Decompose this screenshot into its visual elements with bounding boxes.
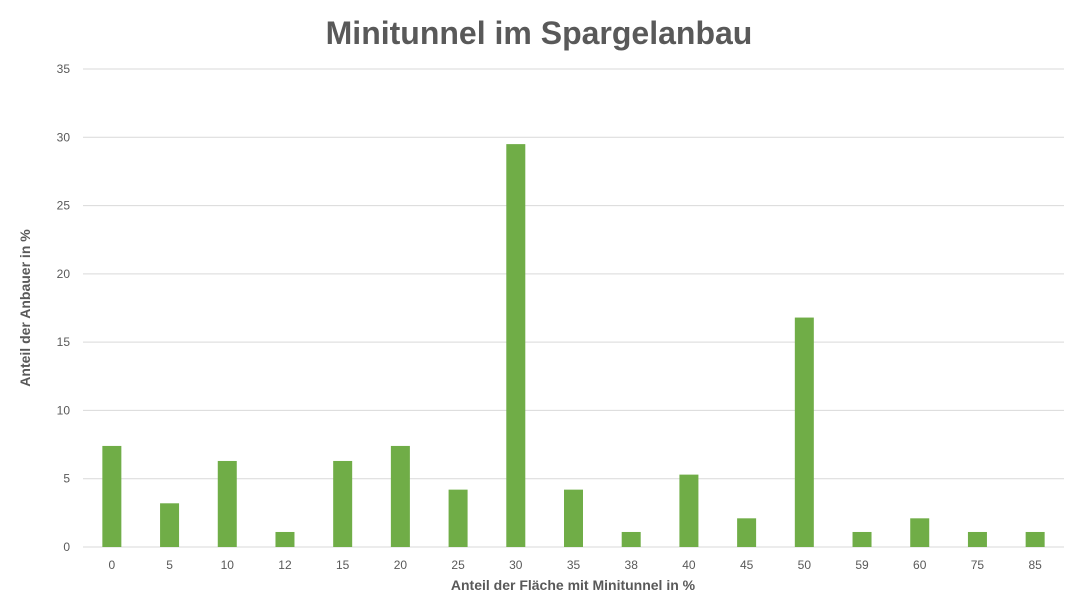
bars	[102, 144, 1045, 547]
chart-title: Minitunnel im Spargelanbau	[326, 15, 753, 51]
x-axis-ticks: 0 5 10 12 15 20 25 30 35 38 40 45 50 59 60 75 85	[109, 558, 1043, 572]
x-tick-label: 75	[971, 558, 985, 572]
bar-50	[794, 317, 814, 547]
bar-15	[333, 460, 353, 547]
bar-0	[102, 445, 122, 547]
x-tick-label: 0	[109, 558, 116, 572]
bar-75	[967, 531, 987, 547]
bar-25	[448, 489, 468, 547]
x-tick-label: 60	[913, 558, 927, 572]
bar-40	[679, 474, 699, 547]
y-tick-label: 25	[57, 199, 71, 213]
bar-85	[1025, 531, 1045, 547]
x-tick-label: 38	[625, 558, 639, 572]
bar-38	[621, 531, 641, 547]
y-tick-label: 10	[57, 403, 71, 417]
y-tick-label: 20	[57, 267, 71, 281]
x-tick-label: 40	[682, 558, 696, 572]
y-axis-title: Anteil der Anbauer in %	[17, 229, 33, 387]
x-tick-label: 59	[855, 558, 869, 572]
x-tick-label: 50	[798, 558, 812, 572]
bar-20	[390, 445, 410, 547]
bar-12	[275, 531, 295, 547]
x-tick-label: 15	[336, 558, 350, 572]
y-tick-label: 35	[57, 62, 71, 76]
x-tick-label: 10	[221, 558, 235, 572]
gridlines	[83, 68, 1064, 548]
x-tick-label: 5	[166, 558, 173, 572]
bar-10	[217, 460, 237, 547]
x-tick-label: 30	[509, 558, 523, 572]
bar-45	[737, 518, 757, 547]
bar-35	[564, 489, 583, 547]
x-tick-label: 35	[567, 558, 581, 572]
bar-5	[160, 503, 180, 547]
bar-59	[852, 531, 872, 547]
x-axis-title: Anteil der Fläche mit Minitunnel in %	[451, 577, 696, 593]
x-tick-label: 25	[451, 558, 465, 572]
x-tick-label: 12	[278, 558, 292, 572]
y-axis-ticks: 0 5 10 15 20 25 30 35	[57, 62, 71, 554]
y-tick-label: 0	[63, 540, 70, 554]
bar-30	[506, 144, 526, 547]
y-tick-label: 5	[63, 472, 70, 486]
x-tick-label: 20	[394, 558, 408, 572]
bar-60	[910, 518, 930, 547]
x-tick-label: 45	[740, 558, 754, 572]
x-tick-label: 85	[1028, 558, 1042, 572]
y-tick-label: 30	[57, 130, 71, 144]
y-tick-label: 15	[57, 335, 71, 349]
